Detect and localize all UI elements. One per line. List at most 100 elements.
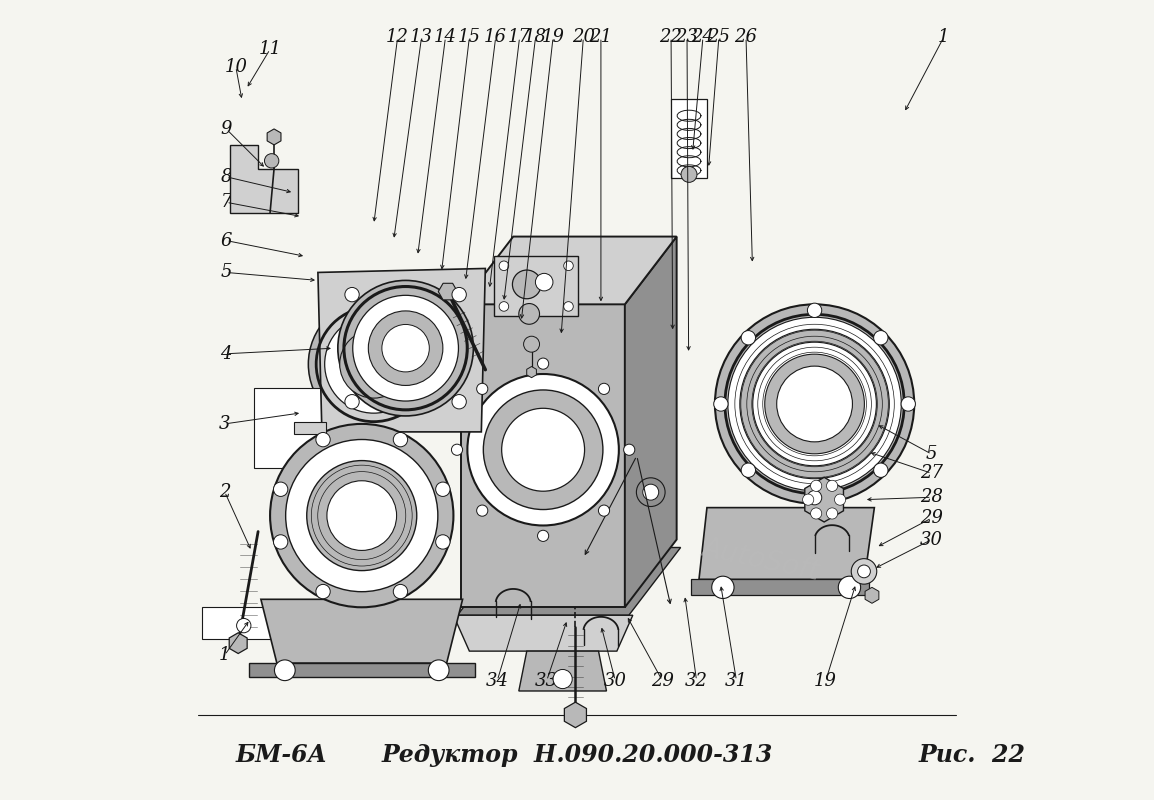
Text: 26: 26 (734, 28, 757, 46)
Polygon shape (317, 269, 486, 432)
Text: 30: 30 (604, 672, 627, 690)
Polygon shape (462, 304, 624, 607)
Circle shape (713, 397, 728, 411)
Circle shape (752, 342, 876, 466)
Circle shape (273, 534, 287, 549)
Polygon shape (454, 615, 632, 651)
Text: 17: 17 (508, 28, 531, 46)
Polygon shape (230, 633, 247, 654)
Text: 1: 1 (219, 646, 231, 664)
Circle shape (308, 298, 439, 430)
Text: 14: 14 (434, 28, 457, 46)
Circle shape (524, 336, 540, 352)
Text: 19: 19 (815, 672, 838, 690)
Circle shape (275, 660, 295, 681)
Circle shape (852, 558, 877, 584)
Circle shape (428, 660, 449, 681)
Text: 33: 33 (535, 672, 559, 690)
Circle shape (324, 315, 422, 413)
Circle shape (563, 261, 574, 270)
Text: 23: 23 (675, 28, 698, 46)
Circle shape (741, 463, 756, 478)
Text: AutoSoft: AutoSoft (699, 534, 822, 586)
Circle shape (484, 390, 602, 510)
Text: 27: 27 (920, 464, 943, 482)
Text: 7: 7 (220, 194, 232, 211)
Text: 5: 5 (220, 263, 232, 282)
Text: 10: 10 (224, 58, 247, 76)
Circle shape (502, 408, 585, 491)
Circle shape (500, 261, 509, 270)
Polygon shape (672, 98, 707, 178)
Circle shape (803, 494, 814, 506)
Circle shape (553, 670, 572, 689)
Polygon shape (462, 237, 676, 304)
Circle shape (477, 505, 488, 516)
Circle shape (535, 274, 553, 291)
Text: 32: 32 (685, 672, 709, 690)
Text: 21: 21 (590, 28, 613, 46)
Text: 15: 15 (458, 28, 481, 46)
Circle shape (368, 311, 443, 386)
Polygon shape (261, 599, 463, 663)
Text: 12: 12 (387, 28, 410, 46)
Polygon shape (268, 129, 280, 145)
Text: 29: 29 (651, 672, 674, 690)
Text: 25: 25 (707, 28, 730, 46)
Circle shape (874, 330, 887, 345)
Circle shape (286, 439, 437, 592)
Polygon shape (439, 283, 457, 300)
Text: 28: 28 (920, 488, 943, 506)
Polygon shape (691, 579, 869, 595)
Circle shape (643, 484, 659, 500)
Text: 20: 20 (572, 28, 594, 46)
Text: 6: 6 (220, 231, 232, 250)
Text: 24: 24 (691, 28, 714, 46)
Circle shape (467, 374, 619, 526)
Text: 30: 30 (920, 530, 943, 549)
Circle shape (838, 576, 861, 598)
Text: 13: 13 (410, 28, 433, 46)
Circle shape (512, 270, 541, 298)
Text: 9: 9 (220, 120, 232, 138)
Polygon shape (526, 366, 537, 378)
Text: 16: 16 (485, 28, 508, 46)
Circle shape (452, 287, 466, 302)
Circle shape (826, 480, 838, 491)
Circle shape (237, 618, 250, 633)
Circle shape (765, 354, 864, 454)
Polygon shape (254, 388, 342, 468)
Circle shape (728, 318, 901, 490)
Circle shape (740, 330, 890, 478)
Circle shape (808, 490, 822, 505)
Polygon shape (494, 256, 578, 316)
Polygon shape (249, 663, 474, 678)
Circle shape (874, 463, 887, 478)
Text: 18: 18 (524, 28, 547, 46)
Polygon shape (624, 237, 676, 607)
Circle shape (339, 330, 407, 398)
Circle shape (826, 508, 838, 519)
Circle shape (538, 530, 548, 542)
Text: 8: 8 (220, 168, 232, 186)
Polygon shape (699, 508, 875, 579)
Circle shape (810, 508, 822, 519)
Circle shape (538, 358, 548, 370)
Text: 31: 31 (725, 672, 748, 690)
Circle shape (599, 383, 609, 394)
Text: 22: 22 (660, 28, 682, 46)
Circle shape (500, 302, 509, 311)
Circle shape (452, 394, 466, 409)
Circle shape (715, 304, 914, 504)
Circle shape (519, 303, 540, 324)
Text: 4: 4 (220, 345, 232, 362)
Polygon shape (230, 145, 298, 213)
Circle shape (345, 394, 359, 409)
Circle shape (857, 565, 870, 578)
Circle shape (273, 482, 287, 497)
Circle shape (316, 584, 330, 598)
Circle shape (623, 444, 635, 455)
Circle shape (563, 302, 574, 311)
Circle shape (345, 287, 359, 302)
Circle shape (777, 366, 853, 442)
